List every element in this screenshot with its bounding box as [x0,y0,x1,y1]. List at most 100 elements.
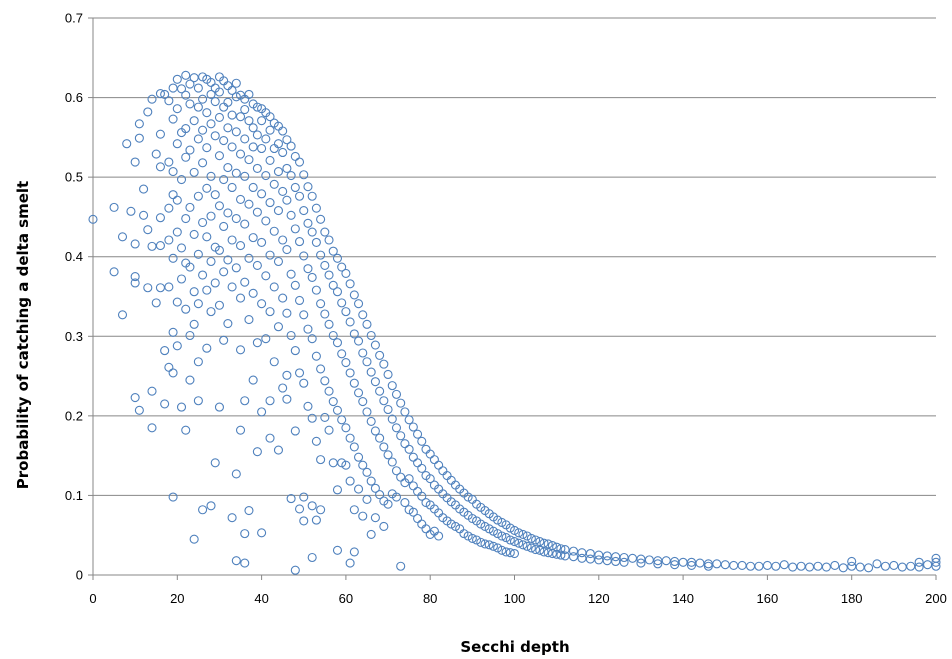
data-point [341,423,351,433]
data-point [328,280,338,290]
data-point [252,102,262,112]
data-point [278,293,288,303]
data-point [88,214,98,224]
data-point [286,494,296,504]
data-point [265,307,275,317]
data-point [227,235,237,245]
data-point [320,412,330,422]
data-point [164,282,174,292]
data-point [290,565,300,575]
data-point [223,255,233,265]
data-point [611,556,621,567]
data-point [320,376,330,386]
data-point [526,543,536,553]
data-point [396,431,406,441]
data-point [332,253,343,263]
data-point [130,393,140,403]
data-point [176,402,187,412]
data-point [273,445,284,455]
data-point [210,190,220,200]
data-point [189,534,199,544]
data-point [413,429,423,439]
data-point [168,114,178,124]
data-point [370,377,380,387]
data-point [109,202,119,212]
data-point [400,439,410,449]
y-tick-label: 0.4 [65,249,83,264]
data-point [353,484,364,494]
data-point [408,507,418,517]
data-point [282,195,292,205]
data-point [172,297,182,307]
data-point [311,237,321,247]
data-point [202,285,212,295]
data-point [370,426,380,436]
data-point [227,182,237,193]
data-point [252,130,262,140]
data-point [299,170,309,180]
data-point [345,433,355,443]
data-point [897,562,907,572]
x-tick-label: 140 [672,591,694,606]
data-point [375,350,385,360]
y-tick-label: 0.5 [65,170,83,185]
data-point [316,364,326,374]
data-point [231,556,241,566]
y-tick-label: 0.7 [65,11,83,26]
data-point [248,142,258,152]
data-point [231,469,241,479]
data-point [206,256,216,267]
data-point [762,560,772,571]
data-point [514,528,524,538]
data-point [139,210,149,220]
data-point [172,341,182,351]
data-point [214,245,224,255]
data-point [252,163,262,173]
data-point [434,531,444,541]
data-point [353,336,364,346]
data-point [160,89,170,99]
data-point [421,444,431,454]
data-point [788,562,798,572]
data-point [830,560,840,571]
data-point [931,561,941,571]
data-point [358,348,368,358]
data-point [366,476,376,486]
data-point [265,250,275,260]
data-point [644,555,654,565]
data-point [577,553,587,563]
data-point [568,546,579,556]
data-point [244,505,254,516]
data-point [181,213,191,224]
data-point [290,426,300,436]
data-point [143,283,153,293]
data-point [366,367,376,377]
data-point [231,92,241,102]
data-point [387,457,397,467]
data-point [168,83,178,93]
data-point [202,143,212,153]
data-point [686,560,697,571]
data-point [202,232,212,242]
data-point [164,96,174,106]
data-point [391,466,402,476]
data-point [332,485,343,495]
data-point [695,558,705,568]
data-point [880,561,890,571]
data-point [235,425,246,435]
data-point [307,552,317,563]
data-point [303,218,313,228]
data-point [214,300,224,310]
data-point [155,129,165,139]
data-point [198,217,208,228]
data-point [661,556,671,566]
data-point [307,227,317,237]
data-point [235,112,246,122]
data-point [353,299,364,309]
data-point [181,152,191,162]
data-point [185,79,195,89]
data-point [248,123,258,133]
data-point [227,142,237,152]
data-point [181,304,191,314]
